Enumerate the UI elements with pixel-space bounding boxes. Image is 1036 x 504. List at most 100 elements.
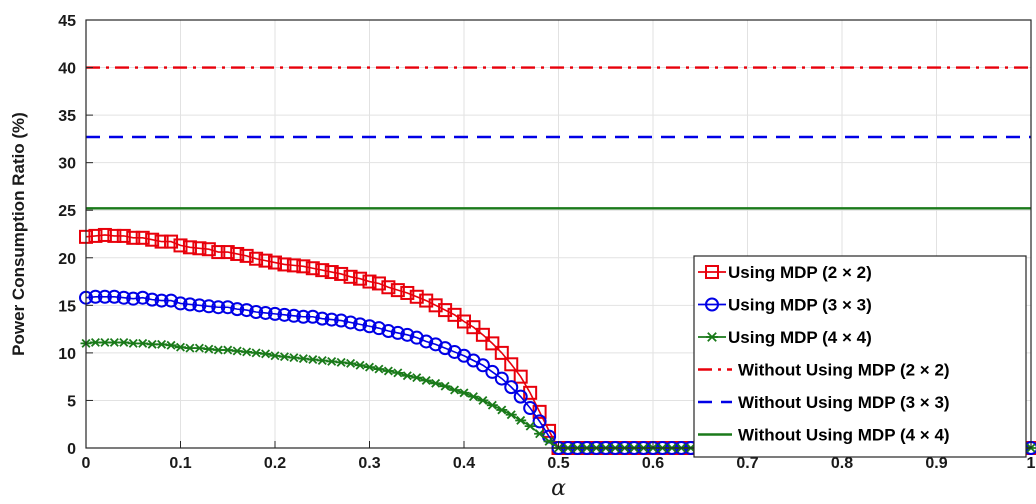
data-point-square	[504, 357, 519, 372]
data-point-star	[706, 332, 718, 342]
data-point-square	[126, 230, 141, 245]
data-point-star	[354, 360, 366, 370]
data-point-circle	[258, 305, 273, 320]
data-point-star	[477, 395, 489, 405]
data-point-circle	[504, 380, 519, 395]
data-point-star	[260, 349, 272, 359]
data-point-circle	[381, 324, 396, 339]
data-point-square	[343, 269, 358, 284]
y-tick-label: 45	[58, 13, 76, 30]
data-point-square	[258, 253, 273, 268]
data-point-square	[154, 234, 169, 249]
data-point-star	[241, 347, 253, 357]
data-point-star	[156, 339, 168, 349]
data-point-star	[439, 381, 451, 391]
data-point-circle	[277, 307, 292, 322]
data-point-circle	[371, 321, 386, 336]
data-point-star	[326, 356, 338, 366]
data-point-circle	[315, 311, 330, 326]
x-tick-label: 0.3	[358, 455, 380, 472]
data-point-square	[277, 257, 292, 272]
data-point-star	[137, 338, 149, 348]
data-point-square	[466, 320, 481, 335]
data-point-star	[165, 340, 177, 350]
data-point-square	[286, 258, 301, 273]
data-point-square	[371, 276, 386, 291]
data-point-square	[182, 240, 197, 255]
data-point-square	[438, 303, 453, 318]
data-point-star	[89, 337, 101, 347]
data-point-square	[173, 238, 188, 253]
data-point-square	[164, 234, 179, 249]
x-axis-label: α	[551, 476, 566, 501]
data-point-circle	[126, 291, 141, 306]
legend-label: Without Using MDP (2 × 2)	[738, 361, 950, 380]
y-tick-label: 10	[58, 346, 76, 363]
data-point-circle	[475, 358, 490, 373]
data-point-star	[430, 378, 442, 388]
data-point-star	[382, 366, 394, 376]
reference-lines	[86, 66, 1031, 210]
legend-item: Without Using MDP (2 × 2)	[698, 361, 950, 380]
data-point-star	[345, 358, 357, 368]
data-point-star	[486, 400, 498, 410]
data-point-square	[135, 230, 150, 245]
data-point-circle	[164, 293, 179, 308]
data-point-star	[307, 355, 319, 365]
data-point-circle	[173, 296, 188, 311]
data-point-square	[475, 327, 490, 342]
data-point-star	[420, 375, 432, 385]
legend-item: Using MDP (2 × 2)	[698, 263, 872, 282]
data-point-star	[449, 385, 461, 395]
legend-label: Using MDP (2 × 2)	[728, 263, 872, 282]
data-point-circle	[705, 297, 719, 312]
y-tick-label: 20	[58, 251, 76, 268]
x-tick-label: 0.1	[169, 455, 191, 472]
data-point-square	[116, 228, 131, 243]
data-point-square	[296, 259, 311, 274]
data-point-circle	[400, 327, 415, 342]
data-point-square	[220, 245, 235, 260]
data-point-circle	[239, 303, 254, 318]
data-point-star	[99, 337, 111, 347]
data-point-square	[268, 255, 282, 270]
data-point-circle	[532, 414, 547, 429]
data-point-star	[222, 345, 234, 355]
data-point-star	[212, 345, 224, 355]
data-point-circle	[353, 317, 368, 332]
legend-item: Without Using MDP (4 × 4)	[698, 426, 950, 445]
y-tick-label: 30	[58, 156, 76, 173]
x-tick-label: 0.6	[642, 455, 664, 472]
y-tick-label: 25	[58, 203, 76, 220]
data-point-circle	[135, 290, 150, 305]
data-point-star	[231, 346, 243, 356]
data-point-square	[88, 228, 103, 243]
data-point-square	[211, 245, 226, 260]
data-point-star	[411, 373, 423, 383]
data-point-circle	[97, 289, 112, 304]
legend-item: Using MDP (3 × 3)	[698, 296, 872, 315]
x-tick-label: 0.2	[264, 455, 286, 472]
legend-label: Without Using MDP (4 × 4)	[738, 426, 950, 445]
legend-item: Using MDP (4 × 4)	[698, 328, 872, 347]
data-point-circle	[513, 389, 528, 404]
data-point-circle	[494, 371, 509, 386]
data-point-square	[362, 274, 377, 289]
data-point-star	[193, 343, 205, 353]
data-point-circle	[419, 334, 434, 349]
y-tick-label: 5	[67, 393, 76, 410]
y-tick-label: 0	[67, 441, 76, 458]
data-point-star	[335, 357, 347, 367]
data-point-square	[428, 298, 443, 313]
legend-label: Using MDP (3 × 3)	[728, 296, 872, 315]
data-point-square	[230, 246, 245, 261]
data-point-star	[269, 351, 281, 361]
data-point-circle	[334, 313, 349, 328]
data-point-square	[305, 261, 320, 276]
y-axis-label: Power Consumption Ratio (%)	[9, 112, 28, 356]
data-point-circle	[201, 299, 216, 314]
data-point-star	[392, 368, 404, 378]
x-tick-label: 0.5	[547, 455, 569, 472]
data-point-circle	[523, 401, 538, 416]
